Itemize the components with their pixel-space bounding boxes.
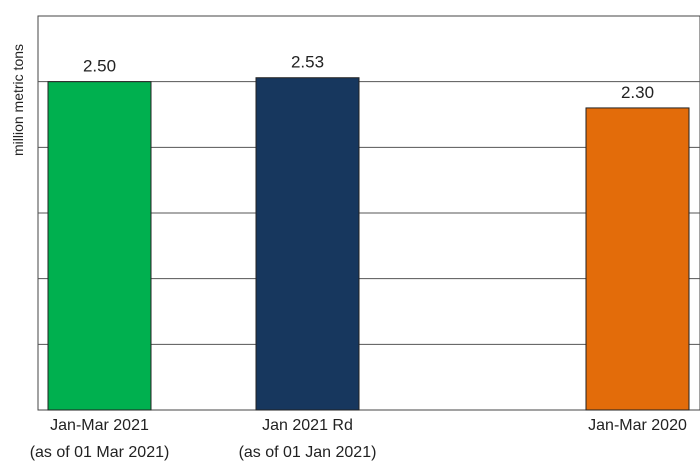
bar xyxy=(47,81,152,411)
value-labels: 2.50 2.53 2.30 xyxy=(83,53,654,102)
category-label: Jan 2021 Rd xyxy=(262,417,353,434)
bar xyxy=(255,77,360,411)
category-label: Jan-Mar 2021 xyxy=(50,417,149,434)
bar-value-label: 2.53 xyxy=(291,53,324,72)
y-axis-label: million metric tons xyxy=(10,44,26,156)
bar-value-label: 2.50 xyxy=(83,57,116,76)
category-sublabel: (as of 01 Mar 2021) xyxy=(30,444,170,461)
bars xyxy=(47,77,690,411)
category-sublabel: (as of 01 Jan 2021) xyxy=(239,444,377,461)
category-label: Jan-Mar 2020 xyxy=(588,417,687,434)
bar-value-label: 2.30 xyxy=(621,83,654,102)
category-labels: Jan-Mar 2021 (as of 01 Mar 2021) Jan 2021 … xyxy=(30,417,687,461)
bar xyxy=(585,107,690,411)
